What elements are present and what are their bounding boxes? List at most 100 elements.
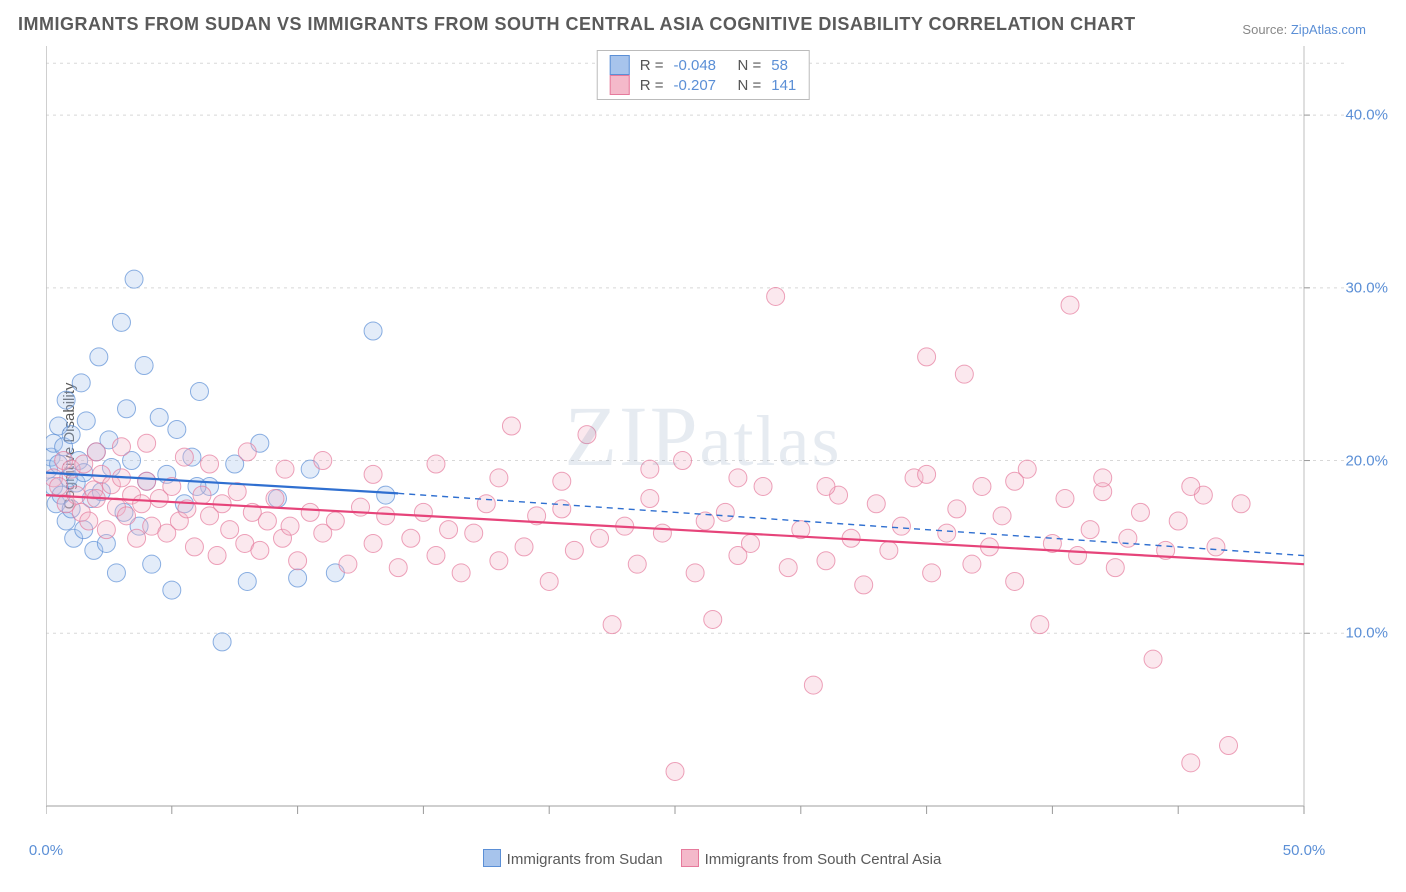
data-point — [138, 472, 156, 490]
data-point — [892, 517, 910, 535]
data-point — [238, 572, 256, 590]
data-point — [565, 541, 583, 559]
y-tick-label: 20.0% — [1345, 452, 1388, 469]
data-point — [377, 486, 395, 504]
y-tick-label: 40.0% — [1345, 107, 1388, 124]
data-point — [364, 534, 382, 552]
data-point — [168, 420, 186, 438]
data-point — [87, 443, 105, 461]
data-point — [1006, 572, 1024, 590]
data-point — [591, 529, 609, 547]
data-point — [414, 503, 432, 521]
data-point — [817, 552, 835, 570]
data-point — [67, 486, 85, 504]
data-point — [440, 521, 458, 539]
data-point — [301, 503, 319, 521]
data-point — [1232, 495, 1250, 513]
legend-r-value: -0.048 — [673, 57, 727, 74]
data-point — [1106, 559, 1124, 577]
data-point — [553, 472, 571, 490]
data-point — [955, 365, 973, 383]
data-point — [1144, 650, 1162, 668]
data-point — [135, 357, 153, 375]
data-point — [80, 512, 98, 530]
legend-n-label: N = — [737, 57, 761, 74]
data-point — [729, 469, 747, 487]
data-point — [193, 486, 211, 504]
data-point — [515, 538, 533, 556]
series-legend: Immigrants from Sudan Immigrants from Sou… — [0, 849, 1406, 868]
data-point — [150, 408, 168, 426]
data-point — [50, 477, 68, 495]
data-point — [143, 555, 161, 573]
source-link[interactable]: ZipAtlas.com — [1291, 22, 1366, 37]
data-point — [427, 547, 445, 565]
source-label: Source: — [1242, 22, 1287, 37]
data-point — [364, 322, 382, 340]
data-point — [402, 529, 420, 547]
source-attribution: Source: ZipAtlas.com — [1242, 22, 1366, 37]
series-name: Immigrants from South Central Asia — [705, 851, 942, 868]
data-point — [1069, 547, 1087, 565]
data-point — [540, 572, 558, 590]
data-point — [1081, 521, 1099, 539]
data-point — [804, 676, 822, 694]
data-point — [603, 616, 621, 634]
data-point — [993, 507, 1011, 525]
data-point — [1182, 754, 1200, 772]
data-point — [880, 541, 898, 559]
legend-swatch — [610, 55, 630, 75]
legend-r-label: R = — [640, 77, 664, 94]
legend-n-value: 141 — [771, 77, 796, 94]
data-point — [72, 374, 90, 392]
data-point — [666, 762, 684, 780]
data-point — [578, 426, 596, 444]
data-point — [258, 512, 276, 530]
data-point — [1207, 538, 1225, 556]
legend-swatch — [681, 849, 699, 867]
legend-n-label: N = — [737, 77, 761, 94]
data-point — [1006, 472, 1024, 490]
data-point — [1131, 503, 1149, 521]
legend-r-label: R = — [640, 57, 664, 74]
data-point — [185, 538, 203, 556]
data-point — [779, 559, 797, 577]
scatter-chart-svg — [46, 46, 1346, 830]
data-point — [112, 313, 130, 331]
legend-r-value: -0.207 — [673, 77, 727, 94]
data-point — [107, 564, 125, 582]
data-point — [817, 477, 835, 495]
data-point — [867, 495, 885, 513]
series-name: Immigrants from Sudan — [507, 851, 663, 868]
data-point — [62, 426, 80, 444]
data-point — [1056, 490, 1074, 508]
data-point — [716, 503, 734, 521]
data-point — [918, 465, 936, 483]
data-point — [948, 500, 966, 518]
data-point — [686, 564, 704, 582]
data-point — [553, 500, 571, 518]
data-point — [118, 507, 136, 525]
data-point — [653, 524, 671, 542]
data-point — [97, 521, 115, 539]
chart-plot-area — [46, 46, 1346, 830]
data-point — [289, 569, 307, 587]
y-tick-label: 10.0% — [1345, 625, 1388, 642]
data-point — [427, 455, 445, 473]
data-point — [1220, 737, 1238, 755]
data-point — [339, 555, 357, 573]
data-point — [118, 400, 136, 418]
data-point — [855, 576, 873, 594]
data-point — [175, 448, 193, 466]
legend-n-value: 58 — [771, 57, 788, 74]
data-point — [502, 417, 520, 435]
data-point — [125, 270, 143, 288]
legend-row: R = -0.048 N = 58 — [610, 55, 797, 75]
legend-swatch — [483, 849, 501, 867]
data-point — [452, 564, 470, 582]
data-point — [1169, 512, 1187, 530]
y-tick-label: 30.0% — [1345, 279, 1388, 296]
data-point — [389, 559, 407, 577]
data-point — [1094, 469, 1112, 487]
data-point — [314, 452, 332, 470]
